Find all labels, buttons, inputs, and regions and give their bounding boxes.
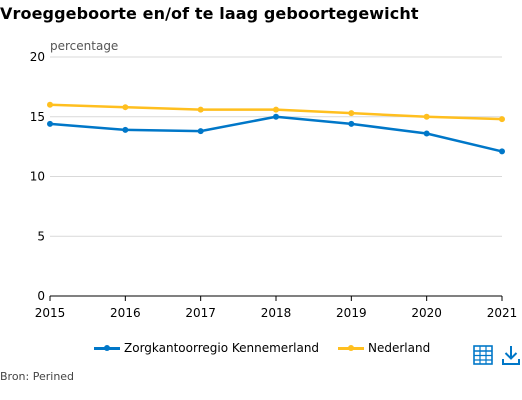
legend-label-series-2: Nederland <box>368 341 431 355</box>
x-tick-label-2015: 2015 <box>35 306 66 320</box>
legend-swatch-series-1 <box>94 343 120 353</box>
series-line-1 <box>49 115 503 153</box>
data-point-series-1-2018 <box>273 113 279 120</box>
x-tick-label-2019: 2019 <box>336 306 367 320</box>
legend-label-series-1: Zorgkantoorregio Kennemerland <box>124 341 320 355</box>
x-tick-label-2016: 2016 <box>110 306 141 320</box>
y-tick-label-0: 0 <box>37 289 45 303</box>
chart-title: Vroeggeboorte en/of te laag geboortegewi… <box>0 4 419 23</box>
chart-tools <box>473 344 521 366</box>
x-tick-label-2017: 2017 <box>185 306 216 320</box>
source-note: Bron: Perined <box>0 370 75 383</box>
data-point-series-2-2015 <box>47 101 53 108</box>
legend-item-series-1[interactable]: Zorgkantoorregio Kennemerland <box>94 341 319 355</box>
data-point-series-2-2016 <box>122 104 129 111</box>
data-point-series-1-2019 <box>348 120 355 127</box>
line-chart: 0 5 10 15 20 percentage 2015 2016 2017 2018 2019 20… <box>30 39 518 320</box>
table-icon[interactable] <box>473 344 493 366</box>
legend-swatch-series-2 <box>338 343 364 353</box>
data-point-series-1-2016 <box>122 126 129 133</box>
x-tick-label-2021: 2021 <box>487 306 518 320</box>
data-point-series-2-2021 <box>499 116 505 123</box>
data-point-series-2-2018 <box>273 106 279 113</box>
y-tick-label-10: 10 <box>30 170 45 184</box>
y-tick-label-5: 5 <box>37 229 45 243</box>
data-point-series-1-2015 <box>47 120 53 127</box>
x-tick-label-2020: 2020 <box>411 306 442 320</box>
y-axis-label: percentage <box>50 39 118 53</box>
x-tick-label-2018: 2018 <box>261 306 292 320</box>
data-point-series-2-2017 <box>197 106 204 113</box>
y-tick-label-20: 20 <box>30 50 45 64</box>
data-point-series-1-2017 <box>197 128 204 135</box>
data-point-series-1-2020 <box>423 130 430 137</box>
y-tick-label-15: 15 <box>30 110 45 124</box>
data-point-series-2-2019 <box>348 110 355 117</box>
legend: Zorgkantoorregio Kennemerland Nederland <box>0 341 522 361</box>
legend-item-series-2[interactable]: Nederland <box>338 341 430 355</box>
data-point-series-2-2020 <box>423 113 430 120</box>
download-icon[interactable] <box>501 344 521 366</box>
data-point-series-1-2021 <box>499 148 505 155</box>
